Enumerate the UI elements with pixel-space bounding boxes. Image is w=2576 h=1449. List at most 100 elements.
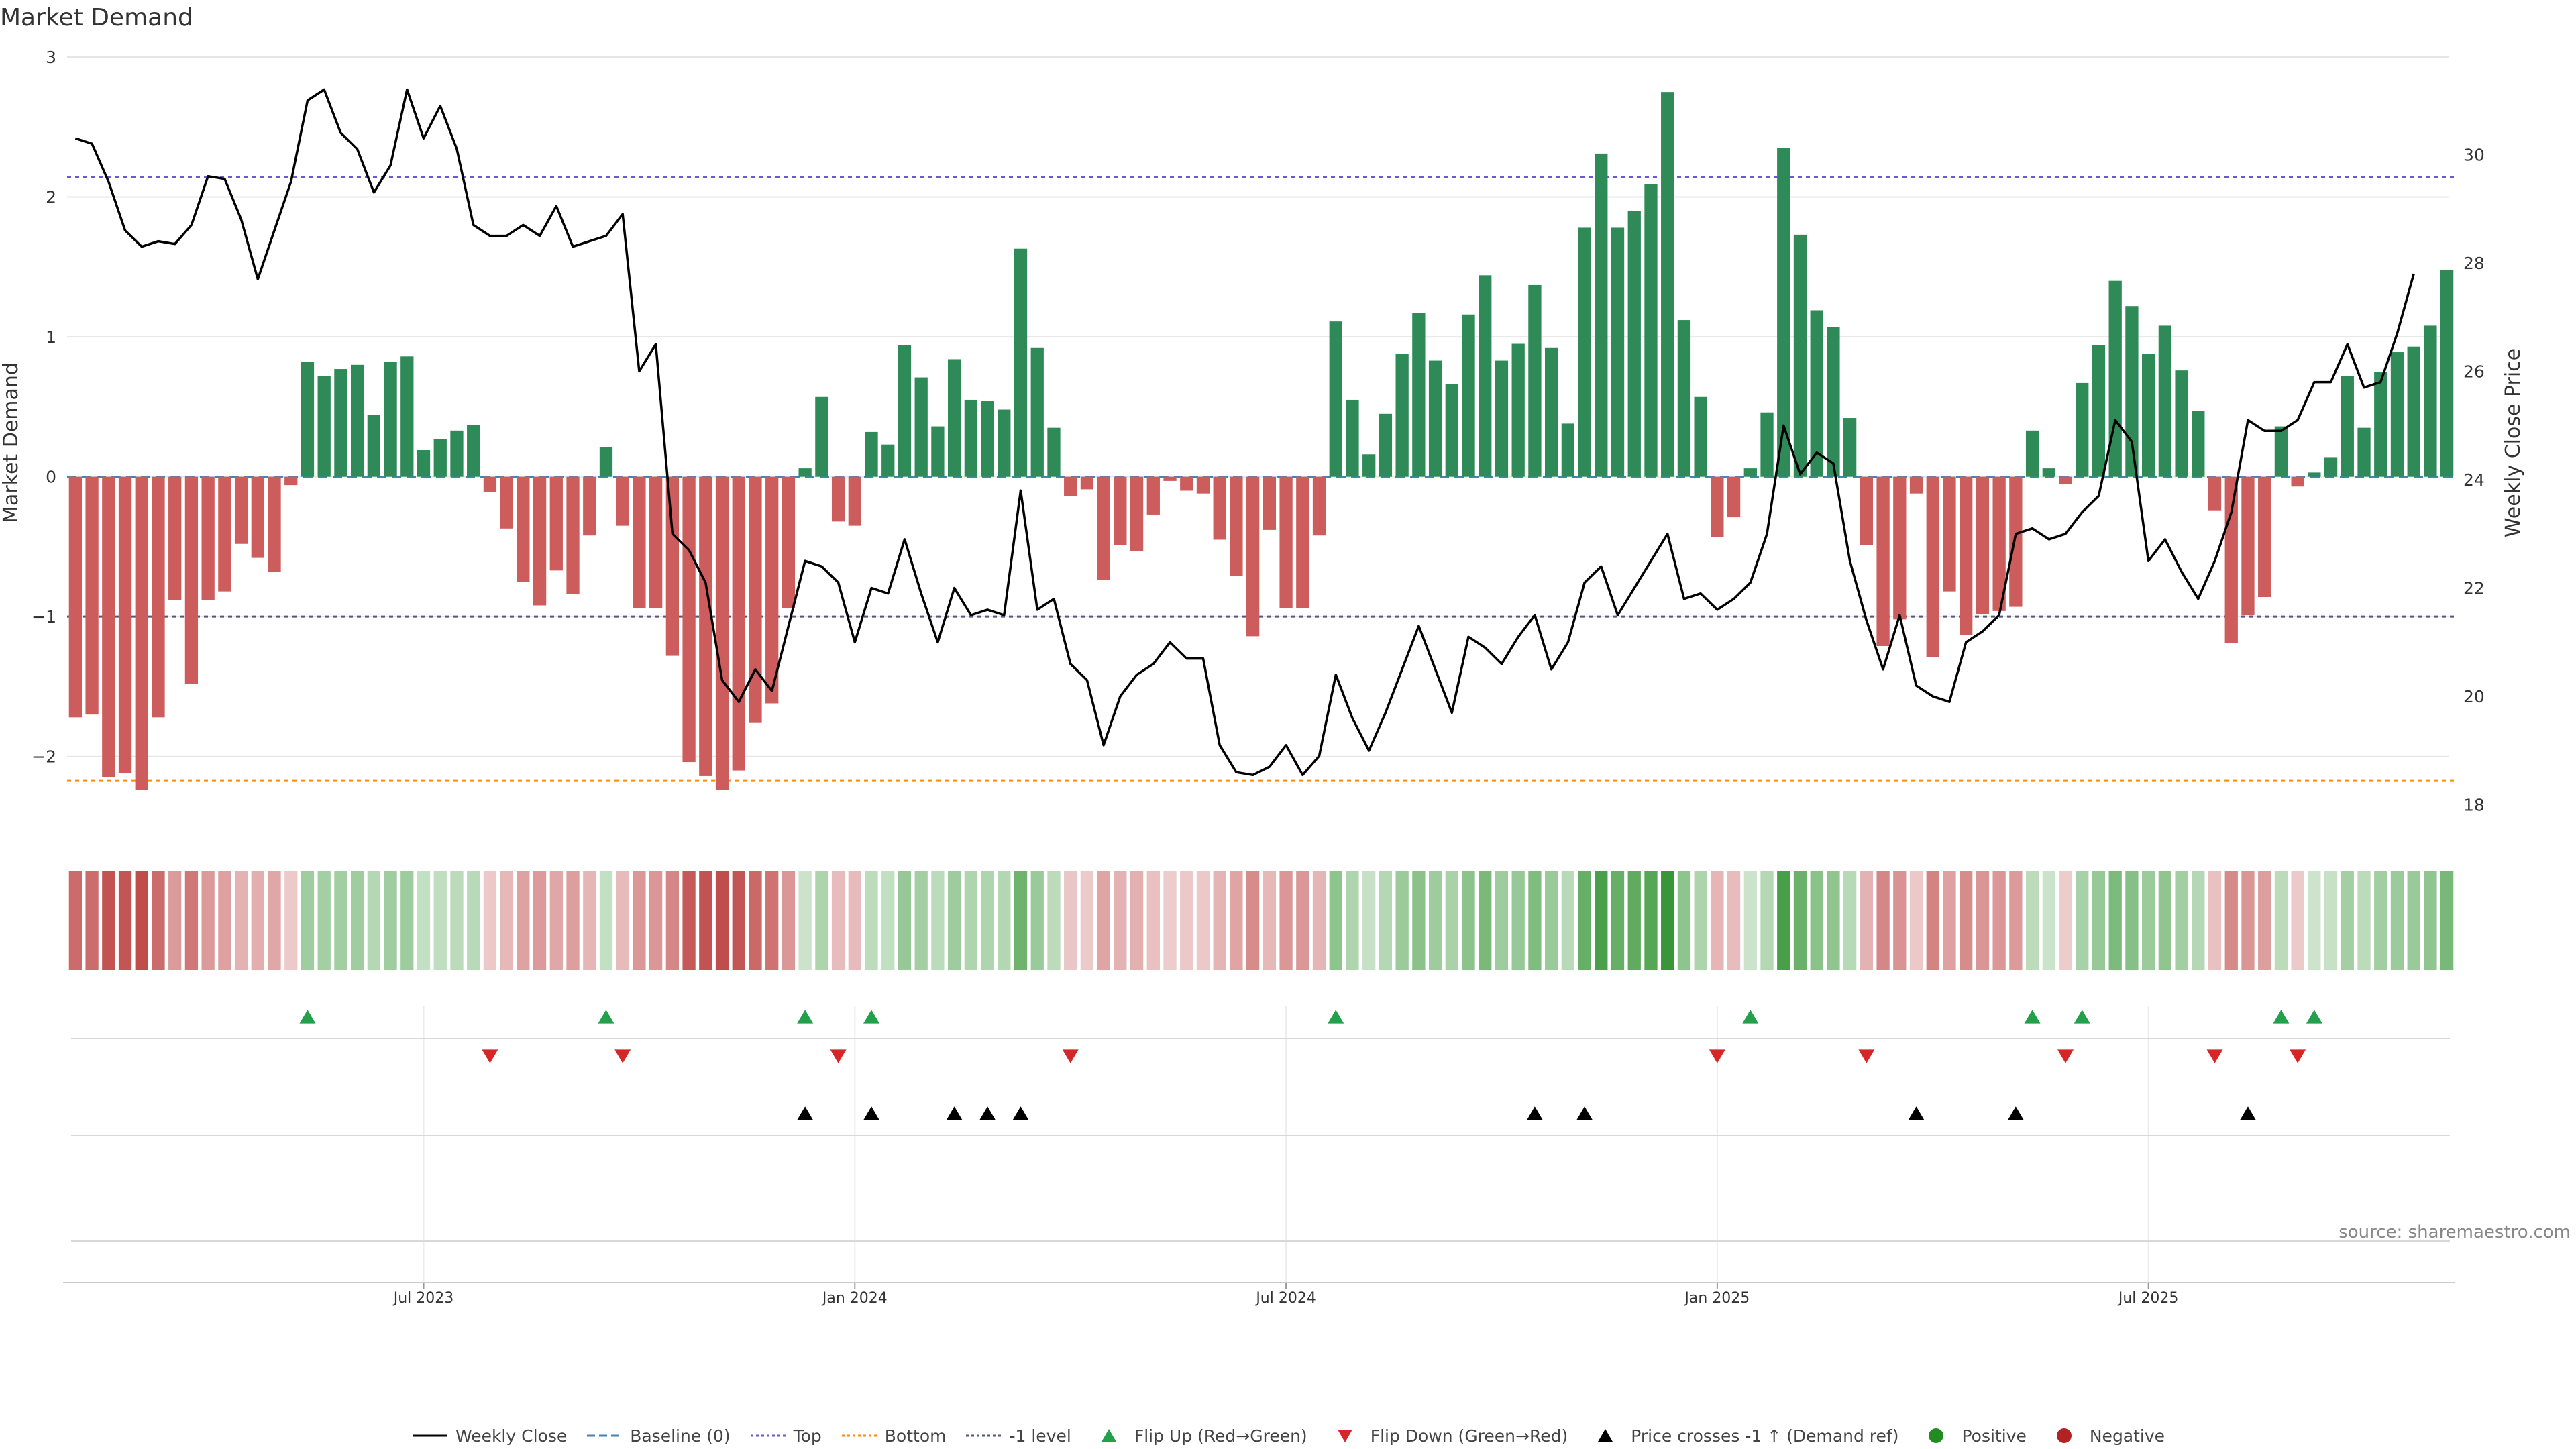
demand-bar xyxy=(1511,343,1525,477)
heat-cell xyxy=(1445,871,1458,970)
reference-lines xyxy=(67,176,2455,782)
heat-cell xyxy=(765,871,779,970)
demand-bar xyxy=(715,476,729,790)
heat-cell xyxy=(2092,871,2106,970)
legend-item: Weekly Close xyxy=(411,1426,567,1446)
legend-item: Flip Up (Red→Green) xyxy=(1090,1426,1307,1446)
price-cross-marker xyxy=(2239,1106,2256,1120)
demand-bar xyxy=(467,425,480,477)
demand-bar xyxy=(2141,354,2155,477)
heat-cell xyxy=(1146,871,1160,970)
demand-bar xyxy=(2390,352,2404,477)
heat-cell xyxy=(2192,871,2205,970)
heat-cell xyxy=(1561,871,1575,970)
demand-bar xyxy=(699,476,712,776)
heat-cell xyxy=(964,871,978,970)
flip-down-marker xyxy=(1062,1049,1079,1063)
demand-bar xyxy=(1130,476,1144,551)
legend-label: Positive xyxy=(1962,1426,2027,1446)
demand-bar xyxy=(500,476,513,529)
demand-bar xyxy=(865,431,878,477)
demand-bar xyxy=(2407,346,2420,477)
demand-bar xyxy=(1213,476,1226,540)
heat-cell xyxy=(616,871,629,970)
heat-cell xyxy=(1992,871,2006,970)
price-line xyxy=(74,88,2415,777)
flip-down-marker xyxy=(614,1049,631,1063)
heat-cell xyxy=(2009,871,2023,970)
demand-bar xyxy=(1727,476,1741,518)
heat-cell xyxy=(1213,871,1226,970)
heat-cell xyxy=(1827,871,1840,970)
legend-item: Baseline (0) xyxy=(586,1426,731,1446)
demand-bar xyxy=(616,476,629,526)
demand-bar xyxy=(815,396,828,477)
price-cross-marker xyxy=(979,1106,996,1120)
demand-bar xyxy=(1976,476,1990,614)
demand-bar xyxy=(2308,472,2321,477)
legend-item: Negative xyxy=(2045,1426,2165,1446)
demand-bar xyxy=(1793,234,1807,477)
heat-cell xyxy=(2308,871,2321,970)
demand-bar xyxy=(1445,384,1458,477)
heat-cell xyxy=(433,871,447,970)
demand-bar xyxy=(2125,306,2139,477)
heat-cell xyxy=(1130,871,1144,970)
heat-cell xyxy=(2175,871,2188,970)
heat-cell xyxy=(184,871,199,970)
heat-cell xyxy=(1960,871,1973,970)
demand-bar xyxy=(1943,476,1956,592)
demand-bar xyxy=(682,476,696,763)
heat-cell xyxy=(2059,871,2072,970)
demand-bar xyxy=(68,476,83,718)
x-tick-label: Jan 2024 xyxy=(821,1290,888,1307)
demand-bar xyxy=(798,468,812,477)
legend-item: Price crosses -1 ↑ (Demand ref) xyxy=(1587,1426,1898,1446)
demand-bar xyxy=(732,476,745,771)
demand-bar xyxy=(1926,476,1939,657)
heat-cell xyxy=(1578,871,1591,970)
demand-bar xyxy=(898,345,912,477)
demand-bar xyxy=(1677,320,1691,477)
heat-cell xyxy=(450,871,464,970)
demand-bar xyxy=(2424,325,2437,477)
heat-cell xyxy=(549,871,563,970)
price-cross-marker xyxy=(797,1106,814,1120)
demand-bar xyxy=(152,476,165,718)
legend-label: Bottom xyxy=(884,1426,947,1446)
demand-bar xyxy=(2258,476,2271,597)
heat-cell xyxy=(931,871,945,970)
demand-bar xyxy=(1810,310,1823,477)
demand-bar xyxy=(85,476,99,715)
legend-label: Top xyxy=(793,1426,822,1446)
heat-cell xyxy=(1346,871,1359,970)
demand-bar xyxy=(1495,360,1509,477)
demand-bar xyxy=(1279,476,1293,608)
heat-cell xyxy=(2291,871,2304,970)
flip-up-marker xyxy=(299,1010,316,1024)
heat-cell xyxy=(1810,871,1823,970)
demand-heat-strip xyxy=(68,871,2454,970)
heat-cell xyxy=(1644,871,1658,970)
demand-bar xyxy=(533,476,547,606)
heat-cell xyxy=(168,871,182,970)
price-cross-marker xyxy=(946,1106,963,1120)
flip-up-marker xyxy=(863,1010,880,1024)
heat-cell xyxy=(201,871,215,970)
heat-cell xyxy=(102,871,115,970)
demand-bar xyxy=(599,447,613,477)
price-cross-marker xyxy=(1012,1106,1029,1120)
heat-cell xyxy=(2158,871,2172,970)
heat-cell xyxy=(284,871,298,970)
demand-bar xyxy=(1711,476,1724,537)
heat-cell xyxy=(467,871,480,970)
y2-tick-label: 20 xyxy=(2463,687,2485,706)
flip-up-marker xyxy=(2074,1010,2090,1024)
heat-cell xyxy=(599,871,613,970)
demand-bar xyxy=(1843,418,1857,477)
legend-item: -1 level xyxy=(965,1426,1071,1446)
demand-bar xyxy=(2374,372,2387,477)
demand-bar xyxy=(1760,412,1774,477)
flip-down-marker xyxy=(2057,1049,2074,1063)
demand-bar xyxy=(1346,399,1359,477)
